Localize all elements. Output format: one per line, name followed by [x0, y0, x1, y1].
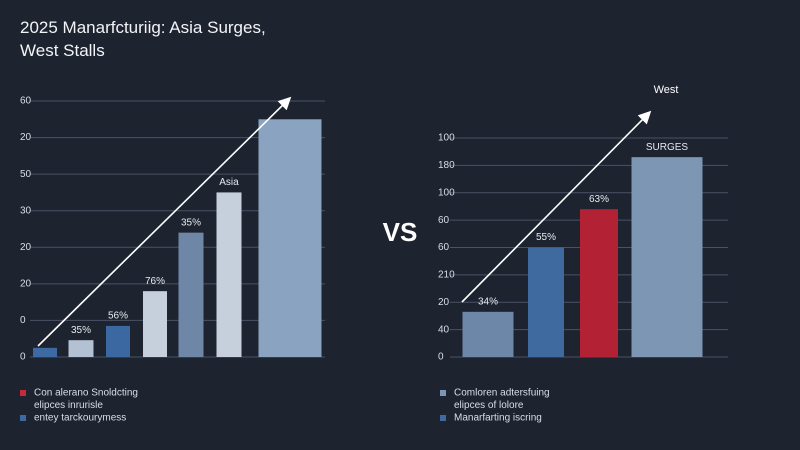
legend-swatch [20, 415, 26, 421]
bar [631, 157, 703, 357]
y-tick-label: 20 [20, 278, 32, 289]
bar-label: 35% [71, 325, 91, 336]
legend-label: entey tarckourymess [34, 413, 126, 424]
bar [143, 291, 167, 357]
legend-label: elipces inrurisle [34, 400, 103, 411]
y-tick-label: 30 [20, 205, 32, 216]
legend-swatch [440, 415, 446, 421]
bar [33, 347, 57, 357]
bar [106, 325, 130, 357]
y-tick-label: 20 [20, 132, 32, 143]
bar-label: SURGES [646, 142, 689, 153]
bar [258, 119, 322, 358]
legend-label: Comloren adtersfuing [454, 388, 550, 399]
y-tick-label: 20 [20, 242, 32, 253]
legend-swatch [440, 390, 446, 396]
annotation: West [654, 84, 679, 96]
chart-title: 2025 Manarfcturiig: Asia Surges, West St… [20, 18, 266, 60]
legend-swatch [20, 390, 26, 396]
bar [580, 209, 618, 357]
y-tick-label: 20 [438, 297, 450, 308]
bar-label: 34% [478, 296, 498, 307]
bar-label: 63% [589, 194, 609, 205]
y-tick-label: 0 [438, 352, 444, 363]
trend-arrow [37, 96, 292, 347]
bar-label: 56% [108, 311, 128, 322]
y-tick-label: 100 [438, 133, 455, 144]
legend-label: elipces of lolore [454, 400, 524, 411]
bar-label: 76% [145, 276, 165, 287]
y-tick-label: 60 [438, 242, 450, 253]
y-tick-label: 60 [438, 215, 450, 226]
y-tick-label: 60 [20, 96, 32, 107]
bar-label: 55% [536, 232, 556, 243]
bar [528, 247, 564, 357]
bar [462, 311, 514, 357]
bar [216, 192, 242, 357]
y-tick-label: 0 [20, 315, 26, 326]
bar [68, 340, 94, 357]
vs-label: VS [383, 217, 418, 247]
bar [178, 232, 204, 357]
bar-label: 35% [181, 217, 201, 228]
y-tick-label: 100 [438, 187, 455, 198]
trend-arrow [461, 110, 652, 303]
bar-label: Asia [219, 177, 239, 188]
y-tick-label: 50 [20, 169, 32, 180]
y-tick-label: 210 [438, 270, 455, 281]
y-tick-label: 180 [438, 160, 455, 171]
y-tick-label: 0 [20, 352, 26, 363]
legend-label: Con alerano Snoldcting [34, 388, 138, 399]
legend-label: Manarfarting iscring [454, 413, 542, 424]
y-tick-label: 40 [438, 324, 450, 335]
